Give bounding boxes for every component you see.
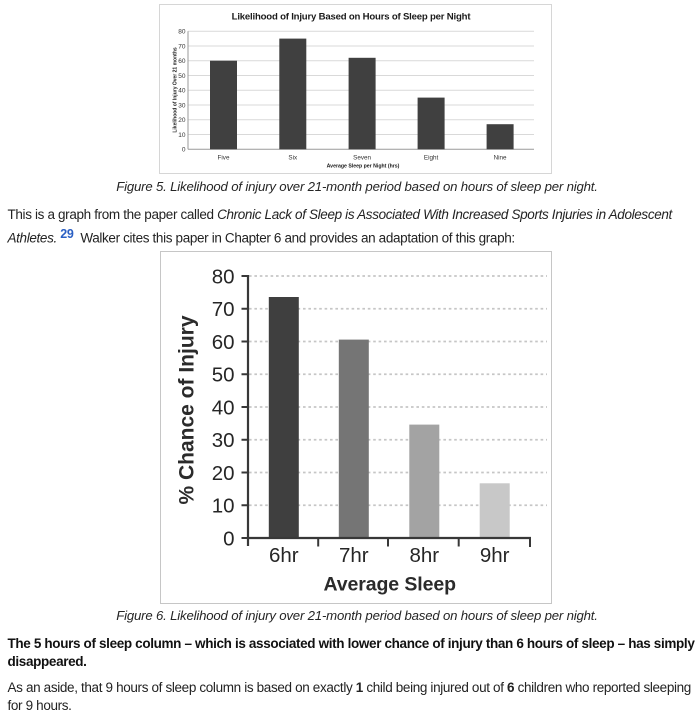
- svg-text:Seven: Seven: [353, 155, 371, 162]
- svg-text:Average Sleep per Night (hrs): Average Sleep per Night (hrs): [327, 163, 400, 169]
- svg-text:Eight: Eight: [424, 155, 439, 162]
- svg-text:40: 40: [211, 396, 234, 419]
- svg-text:30: 30: [178, 102, 186, 109]
- svg-text:% Chance of Injury: % Chance of Injury: [175, 315, 198, 504]
- svg-text:7hr: 7hr: [338, 544, 368, 567]
- svg-text:20: 20: [211, 462, 234, 485]
- svg-text:Five: Five: [218, 155, 230, 162]
- svg-text:30: 30: [211, 429, 234, 452]
- svg-text:Likelihood of Injury Based on: Likelihood of Injury Based on Hours of S…: [232, 11, 472, 22]
- svg-text:10: 10: [178, 132, 186, 139]
- svg-text:0: 0: [223, 527, 234, 550]
- svg-text:70: 70: [178, 43, 186, 50]
- svg-text:80: 80: [178, 29, 186, 36]
- svg-text:10: 10: [211, 495, 234, 518]
- svg-text:Nine: Nine: [494, 155, 507, 162]
- svg-text:60: 60: [178, 58, 186, 65]
- svg-text:Average Sleep: Average Sleep: [323, 574, 456, 596]
- svg-text:Six: Six: [288, 155, 298, 162]
- svg-text:40: 40: [178, 88, 186, 95]
- svg-text:70: 70: [211, 298, 234, 321]
- svg-text:6hr: 6hr: [268, 544, 298, 567]
- svg-text:Likelihood of Injury Over 21 m: Likelihood of Injury Over 21 months: [173, 47, 179, 133]
- svg-text:50: 50: [211, 364, 234, 387]
- svg-text:20: 20: [178, 117, 186, 124]
- svg-text:60: 60: [211, 331, 234, 354]
- svg-text:50: 50: [178, 73, 186, 80]
- svg-text:80: 80: [211, 265, 234, 288]
- svg-text:8hr: 8hr: [409, 544, 439, 567]
- svg-text:9hr: 9hr: [479, 544, 509, 567]
- svg-text:0: 0: [182, 147, 186, 154]
